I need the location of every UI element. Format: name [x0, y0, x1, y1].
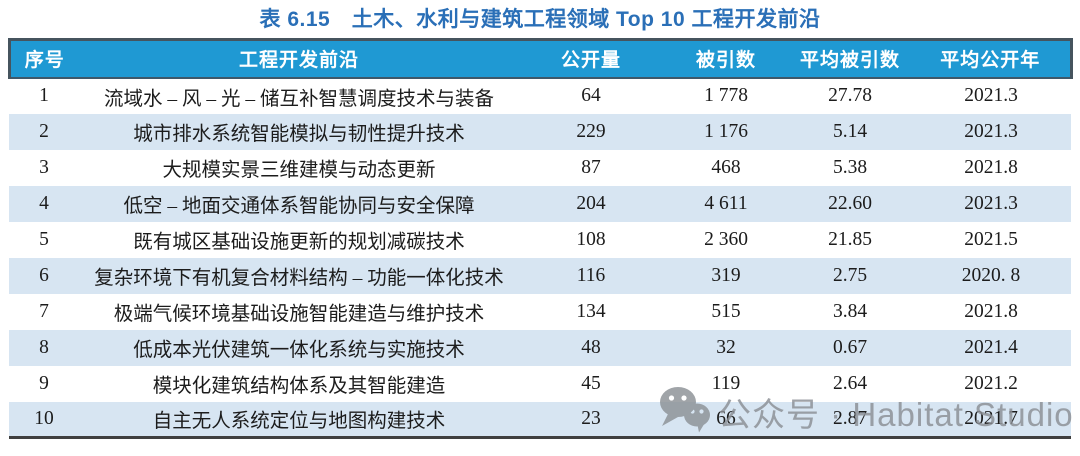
cell-citations: 1 176 [704, 120, 748, 142]
cell-avg-year: 2021.3 [964, 120, 1018, 142]
cell-rank: 8 [39, 336, 49, 358]
table-row: 1 流域水 – 风 – 光 – 储互补智慧调度技术与装备 64 1 778 27… [9, 78, 1071, 114]
cell-rank: 3 [39, 156, 49, 178]
cell-rank: 2 [39, 120, 49, 142]
cell-rank: 9 [39, 372, 49, 394]
table-row: 8 低成本光伏建筑一体化系统与实施技术 48 32 0.67 2021.4 [9, 329, 1071, 366]
cell-published: 108 [576, 228, 606, 250]
cell-rank: 7 [39, 300, 49, 322]
cell-avg-citations: 27.78 [828, 85, 872, 106]
cell-published: 204 [576, 192, 606, 214]
header-avg-year: 平均公开年 [911, 38, 1073, 79]
cell-avg-citations: 2.75 [832, 264, 868, 286]
table-row: 4 低空 – 地面交通体系智能协同与安全保障 204 4 611 22.60 2… [9, 185, 1071, 222]
cell-published: 229 [576, 120, 606, 142]
header-avg-citations: 平均被引数 [789, 38, 911, 79]
cell-front: 低成本光伏建筑一体化系统与实施技术 [133, 340, 465, 361]
cell-citations: 32 [716, 336, 736, 358]
cell-published: 116 [576, 264, 606, 286]
cell-published: 23 [519, 401, 663, 439]
cell-rank: 1 [39, 85, 49, 106]
cell-front: 流域水 – 风 – 光 – 储互补智慧调度技术与装备 [103, 88, 494, 110]
cell-avg-year: 2021.5 [964, 228, 1018, 250]
table-body: 1 流域水 – 风 – 光 – 储互补智慧调度技术与装备 64 1 778 27… [9, 78, 1071, 439]
cell-avg-year: 2020. 8 [961, 264, 1021, 286]
header-published: 公开量 [519, 38, 663, 79]
cell-front: 自主无人系统定位与地图构建技术 [79, 401, 519, 439]
cell-avg-citations: 22.60 [828, 192, 872, 214]
cell-avg-year: 2021.7 [911, 401, 1071, 439]
cell-avg-citations: 2.64 [832, 372, 868, 394]
cell-rank: 4 [39, 192, 49, 214]
cell-published: 134 [576, 300, 606, 322]
cell-published: 64 [581, 85, 601, 106]
cell-avg-citations: 5.14 [832, 120, 868, 142]
cell-citations: 4 611 [704, 192, 748, 214]
cell-citations: 468 [711, 156, 741, 178]
cell-avg-year: 2021.4 [964, 336, 1018, 358]
top10-fronts-table: 序号 工程开发前沿 公开量 被引数 平均被引数 平均公开年 1 流域水 – 风 … [7, 38, 1073, 439]
cell-rank: 10 [9, 401, 79, 439]
cell-avg-year: 2021.3 [964, 192, 1018, 214]
cell-avg-citations: 21.85 [828, 228, 872, 250]
header-citations: 被引数 [663, 38, 789, 79]
table-row: 5 既有城区基础设施更新的规划减碳技术 108 2 360 21.85 2021… [9, 222, 1071, 258]
cell-avg-citations: 3.84 [832, 300, 868, 322]
cell-avg-citations: 0.67 [832, 336, 868, 358]
table-row: 10 自主无人系统定位与地图构建技术 23 66 2.87 2021.7 [9, 401, 1071, 439]
cell-citations: 2 360 [704, 228, 748, 250]
table-row: 9 模块化建筑结构体系及其智能建造 45 119 2.64 2021.2 [9, 366, 1071, 402]
table-row: 7 极端气候环境基础设施智能建造与维护技术 134 515 3.84 2021.… [9, 294, 1071, 330]
cell-published: 45 [581, 372, 601, 394]
table-row: 6 复杂环境下有机复合材料结构 – 功能一体化技术 116 319 2.75 2… [9, 257, 1071, 294]
cell-avg-citations: 2.87 [789, 401, 911, 439]
header-rank: 序号 [7, 38, 79, 79]
cell-front: 大规模实景三维建模与动态更新 [162, 160, 436, 181]
header-front: 工程开发前沿 [79, 38, 519, 79]
cell-front: 极端气候环境基础设施智能建造与维护技术 [113, 304, 485, 325]
cell-front: 城市排水系统智能模拟与韧性提升技术 [133, 124, 465, 145]
page: 表 6.15 土木、水利与建筑工程领域 Top 10 工程开发前沿 序号 工程开… [0, 7, 1080, 456]
header-row: 序号 工程开发前沿 公开量 被引数 平均被引数 平均公开年 [7, 38, 1073, 79]
cell-citations: 66 [663, 401, 789, 439]
cell-citations: 319 [711, 264, 741, 286]
cell-citations: 1 778 [704, 85, 748, 106]
cell-avg-year: 2021.3 [964, 85, 1018, 106]
cell-published: 87 [581, 156, 601, 178]
cell-avg-year: 2021.8 [964, 300, 1018, 322]
cell-front: 既有城区基础设施更新的规划减碳技术 [133, 232, 465, 253]
table-row: 3 大规模实景三维建模与动态更新 87 468 5.38 2021.8 [9, 150, 1071, 186]
cell-citations: 515 [711, 300, 741, 322]
cell-avg-citations: 5.38 [832, 156, 868, 178]
cell-front: 低空 – 地面交通体系智能协同与安全保障 [123, 196, 475, 217]
cell-rank: 5 [39, 228, 49, 250]
cell-front: 模块化建筑结构体系及其智能建造 [152, 376, 446, 397]
cell-rank: 6 [39, 264, 49, 286]
table-title: 表 6.15 土木、水利与建筑工程领域 Top 10 工程开发前沿 [259, 8, 821, 31]
cell-front: 复杂环境下有机复合材料结构 – 功能一体化技术 [94, 268, 504, 289]
cell-published: 48 [581, 336, 601, 358]
table-row: 2 城市排水系统智能模拟与韧性提升技术 229 1 176 5.14 2021.… [9, 113, 1071, 150]
table-header: 序号 工程开发前沿 公开量 被引数 平均被引数 平均公开年 [7, 38, 1073, 79]
cell-avg-year: 2021.2 [964, 372, 1018, 394]
cell-avg-year: 2021.8 [964, 156, 1018, 178]
cell-citations: 119 [711, 372, 741, 394]
